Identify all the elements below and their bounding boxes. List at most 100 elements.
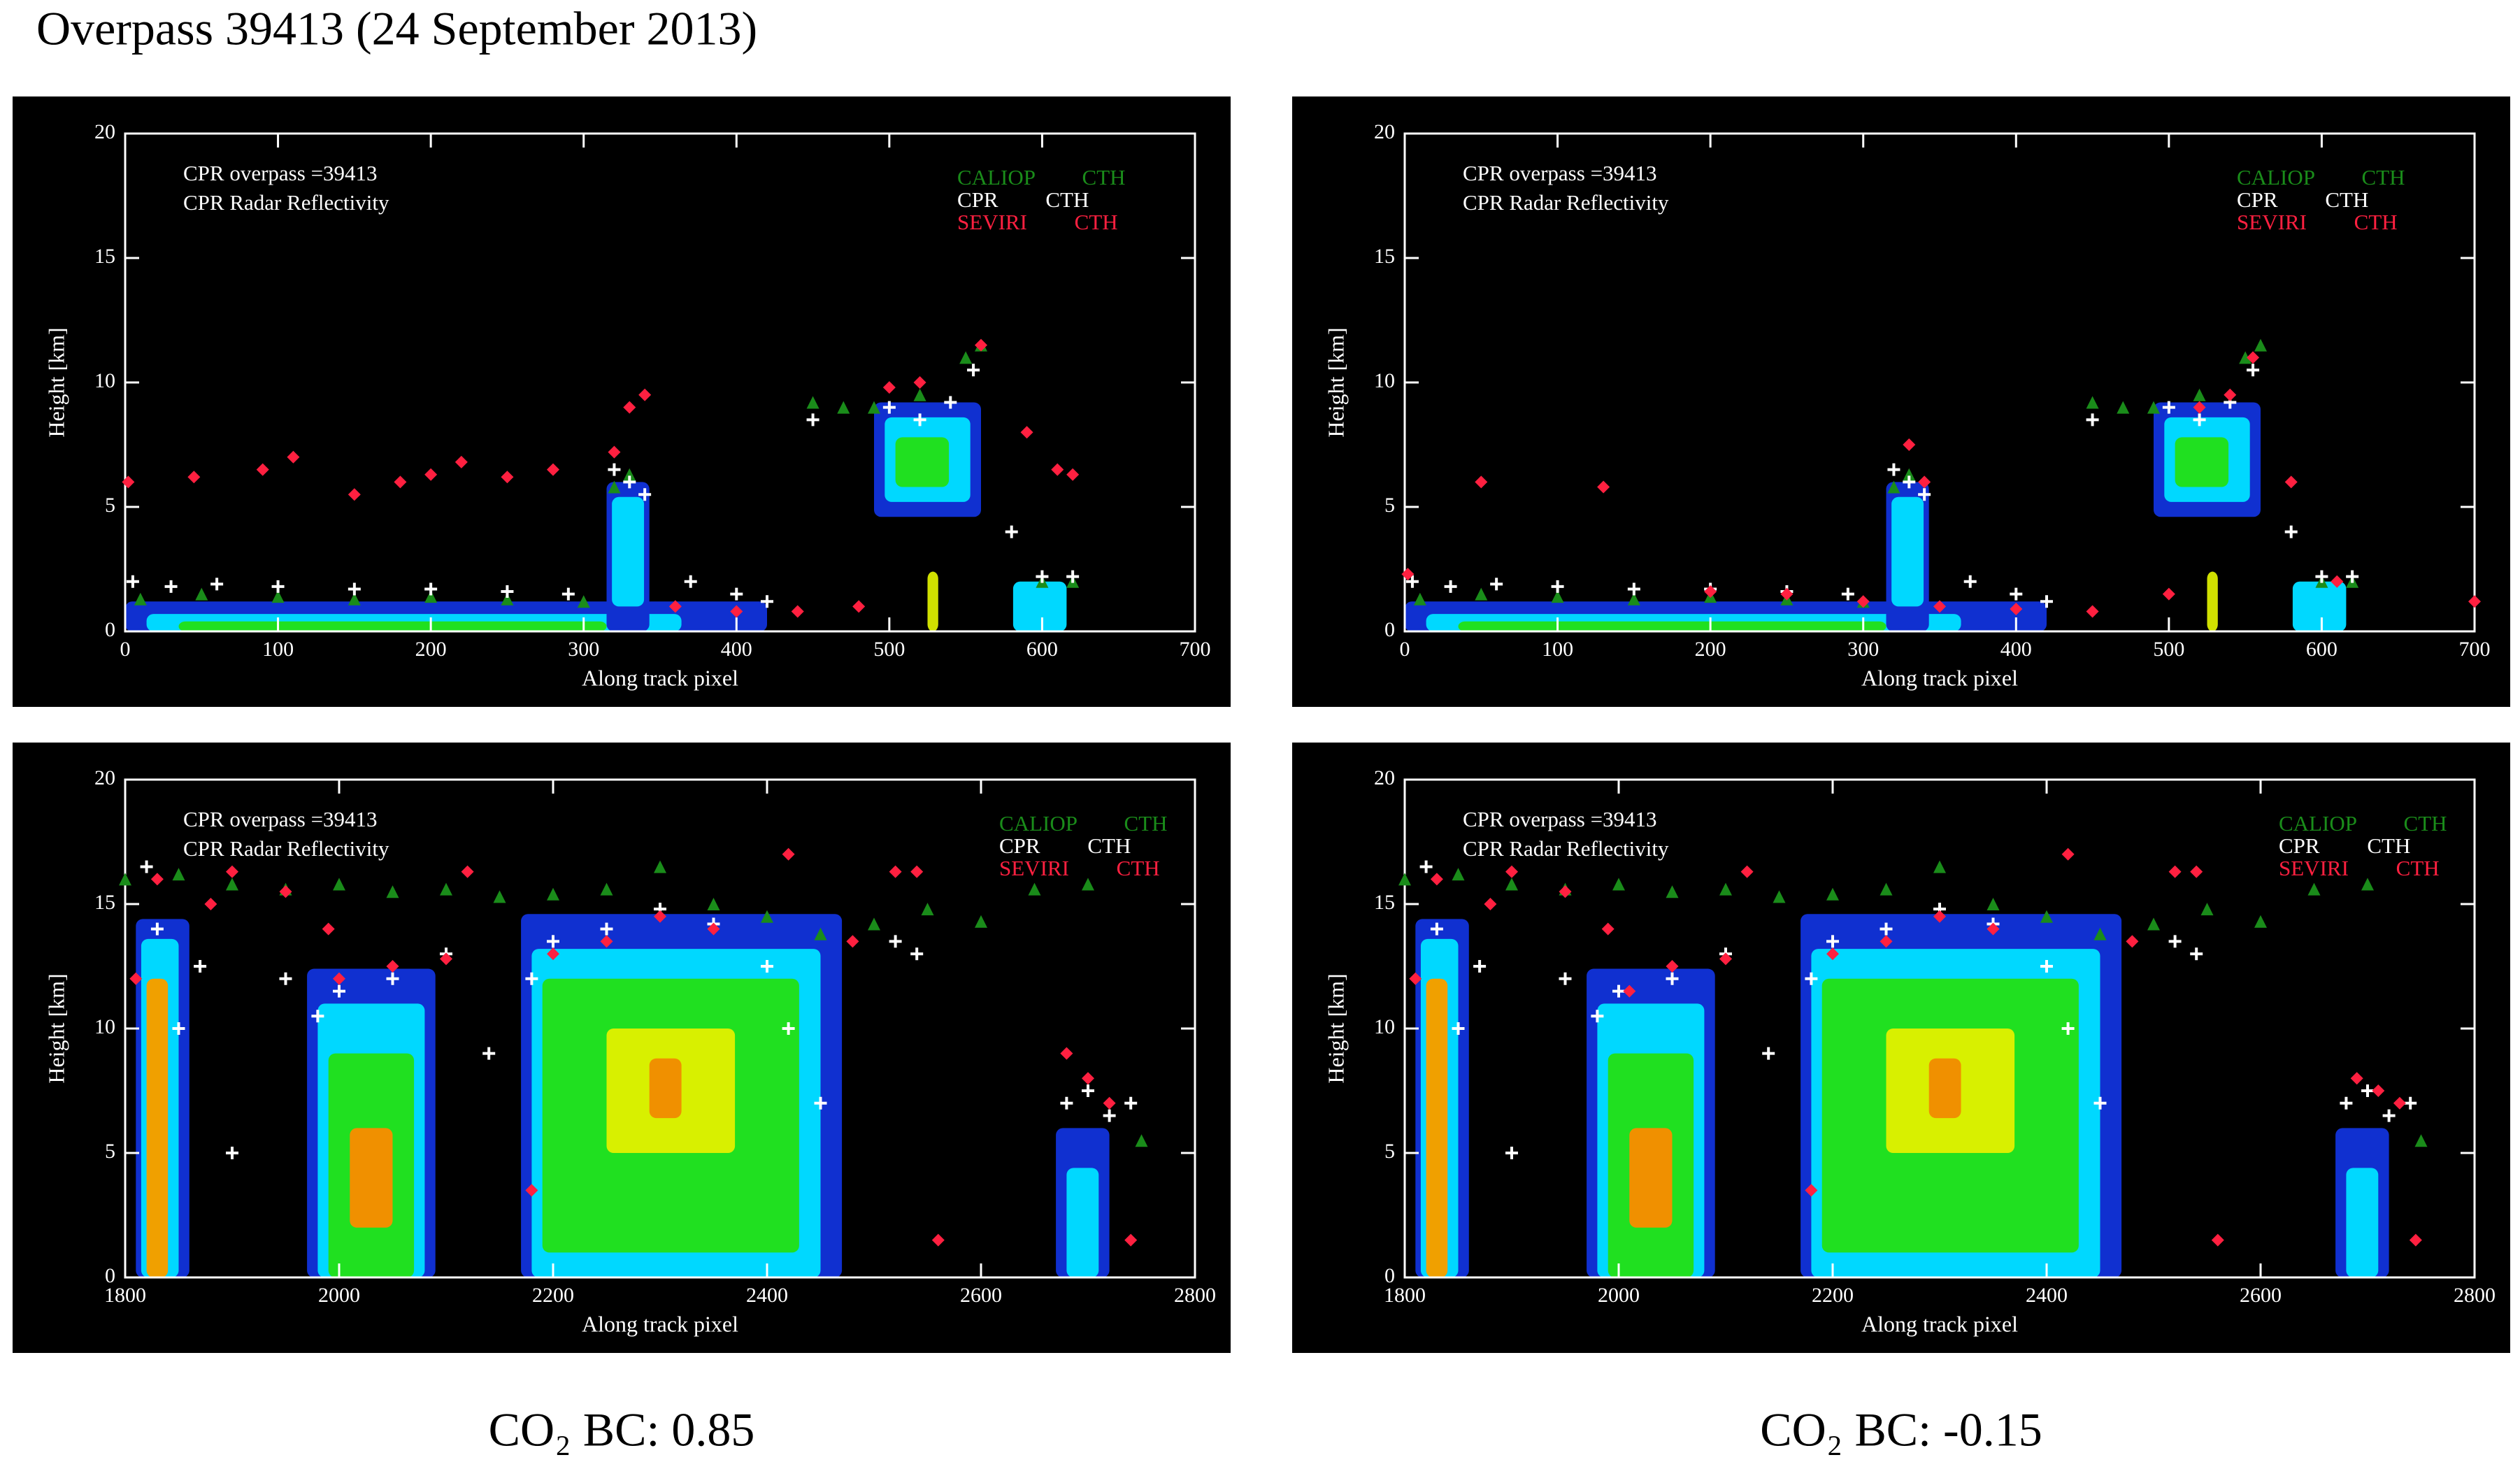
- cpr-point: [2340, 1096, 2353, 1110]
- x-tick-label: 700: [2459, 638, 2491, 661]
- seviri-point: [501, 471, 514, 484]
- cpr-point: [761, 595, 773, 608]
- x-tick-label: 300: [568, 638, 599, 661]
- seviri-point: [348, 488, 361, 501]
- caliop-point: [424, 590, 438, 603]
- seviri-point: [638, 388, 652, 401]
- seviri-point: [2350, 1072, 2363, 1085]
- cpr-point: [1963, 575, 1977, 588]
- seviri-point: [1826, 947, 1839, 961]
- legend-entry: CPR CTH: [999, 833, 1131, 858]
- caliop-point: [2086, 396, 2099, 409]
- series: [129, 847, 1138, 1247]
- seviri-point: [1051, 463, 1064, 476]
- cpr-point: [684, 575, 697, 588]
- x-tick-label: 1800: [104, 1284, 146, 1307]
- seviri-point: [931, 1233, 945, 1247]
- y-tick-label: 5: [105, 1140, 115, 1163]
- annotation: CPR overpass =39413: [183, 161, 378, 185]
- caliop-point: [333, 877, 345, 891]
- seviri-point: [910, 865, 924, 878]
- series: [122, 338, 1080, 618]
- cpr-point: [210, 578, 224, 591]
- cpr-point: [1005, 525, 1018, 538]
- x-tick-label: 400: [721, 638, 752, 661]
- caliop-point: [2093, 927, 2107, 940]
- seviri-point: [122, 475, 135, 489]
- seviri-point: [2284, 475, 2298, 489]
- cpr-point: [1559, 972, 1572, 985]
- seviri-point: [791, 605, 804, 618]
- cpr-point: [608, 463, 621, 476]
- series: [1413, 338, 2359, 608]
- x-tick-label: 500: [2153, 638, 2184, 661]
- seviri-point: [2010, 602, 2023, 615]
- seviri-point: [333, 972, 345, 985]
- x-tick-label: 2800: [2454, 1284, 2496, 1307]
- caliop-point: [1903, 468, 1916, 481]
- y-tick-label: 5: [105, 494, 115, 517]
- x-tick-label: 200: [1695, 638, 1726, 661]
- caliop-point: [975, 915, 987, 928]
- y-tick-label: 20: [94, 120, 115, 143]
- cpr-point: [1805, 972, 1818, 985]
- y-tick-label: 10: [1374, 369, 1395, 392]
- caliop-point: [577, 595, 590, 608]
- y-tick-label: 20: [94, 766, 115, 789]
- annotation: CPR Radar Reflectivity: [183, 190, 389, 215]
- cpr-point: [1430, 922, 1443, 936]
- legend-entry: CALIOP CTH: [2279, 811, 2447, 836]
- seviri-point: [782, 847, 795, 861]
- seviri-point: [608, 445, 621, 459]
- reflectivity-area: [146, 978, 169, 1277]
- seviri-point: [2211, 1233, 2224, 1247]
- cpr-point: [2346, 570, 2359, 583]
- y-tick-label: 0: [105, 1264, 115, 1287]
- y-axis-label: Height [km]: [1323, 973, 1348, 1083]
- cpr-point: [1591, 1010, 1604, 1023]
- seviri-point: [204, 898, 217, 910]
- x-axis-label: Along track pixel: [582, 665, 738, 690]
- caliop-point: [348, 592, 361, 606]
- caliop-point: [623, 468, 636, 481]
- cpr-point: [1841, 587, 1854, 601]
- cpr-point: [2162, 401, 2175, 414]
- cpr-point: [967, 364, 980, 377]
- caliop-point: [1505, 877, 1518, 891]
- figure-title: Overpass 39413 (24 September 2013): [36, 2, 757, 55]
- cpr-point: [2247, 364, 2260, 377]
- seviri-point: [440, 952, 452, 966]
- seviri-point: [1020, 426, 1033, 439]
- y-axis-label: Height [km]: [43, 973, 69, 1083]
- annotation: CPR Radar Reflectivity: [183, 836, 389, 861]
- x-tick-label: 2200: [532, 1284, 574, 1307]
- reflectivity-area: [927, 571, 938, 631]
- seviri-point: [1409, 972, 1422, 985]
- panel: 0 5 10 15 20 1800 2000 2200 2400 2600 2800 Along tr…: [1292, 743, 2510, 1353]
- caliop-point: [493, 890, 506, 903]
- cpr-point: [2093, 1096, 2107, 1110]
- panel: 0 5 10 15 20 1800 2000 2200 2400 2600 2800 Along tr…: [13, 743, 1231, 1353]
- x-tick-label: 2800: [1174, 1284, 1216, 1307]
- caliop-point: [1627, 592, 1640, 606]
- seviri-point: [913, 376, 926, 389]
- cpr-point: [1473, 960, 1487, 973]
- cpr-point: [547, 935, 559, 948]
- caliop-point: [2200, 903, 2214, 916]
- cpr-point: [194, 960, 207, 973]
- x-tick-label: 300: [1847, 638, 1879, 661]
- caliop-point: [761, 910, 773, 923]
- cpr-point: [1903, 475, 1916, 489]
- cpr-point: [2361, 1084, 2374, 1097]
- reflectivity-area: [2207, 571, 2218, 631]
- cpr-point: [386, 972, 399, 985]
- seviri-point: [394, 475, 407, 489]
- cpr-point: [2086, 413, 2099, 427]
- cpr-point: [1082, 1084, 1094, 1097]
- cpr-point: [126, 575, 139, 588]
- x-axis-label: Along track pixel: [1861, 665, 2018, 690]
- seviri-point: [1740, 865, 1754, 878]
- reflectivity-area: [1066, 1168, 1099, 1277]
- seviri-point: [1805, 1184, 1818, 1197]
